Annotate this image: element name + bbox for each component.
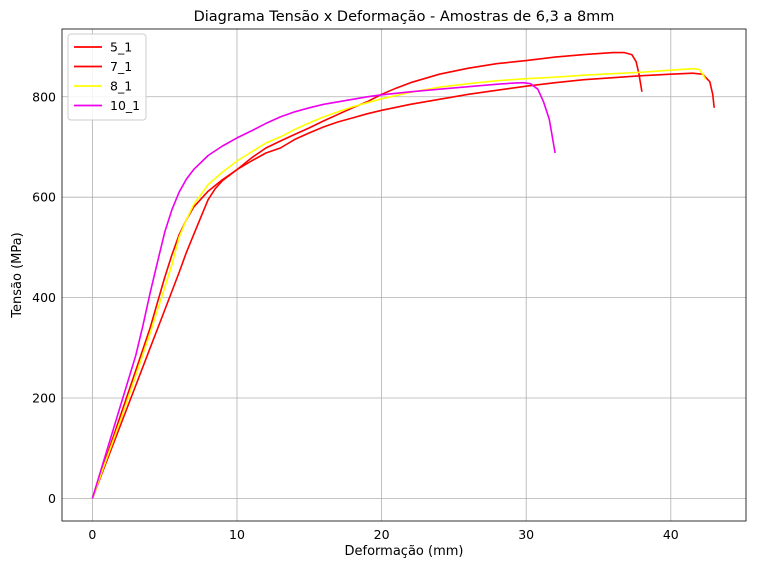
legend-label: 5_1 xyxy=(110,40,132,55)
y-tick-label: 0 xyxy=(48,491,56,506)
y-tick-label: 200 xyxy=(32,391,56,406)
plot-frame xyxy=(61,28,747,522)
series-line-5_1 xyxy=(91,72,715,499)
legend-label: 10_1 xyxy=(110,98,140,113)
legend: 5_1 7_1 8_1 10_1 xyxy=(67,33,147,121)
legend-label: 8_1 xyxy=(110,79,132,94)
y-tick-label: 600 xyxy=(32,190,56,205)
legend-label: 7_1 xyxy=(110,59,132,74)
grid-lines xyxy=(62,29,746,521)
x-tick-label: 0 xyxy=(88,527,96,542)
y-axis-label: Tensão (MPa) xyxy=(10,232,25,318)
x-tick-label: 40 xyxy=(663,527,679,542)
x-axis-label: Deformação (mm) xyxy=(345,544,464,559)
x-tick-label: 30 xyxy=(518,527,534,542)
series-group xyxy=(91,51,715,499)
y-tick-label: 400 xyxy=(32,290,56,305)
chart-title: Diagrama Tensão x Deformação - Amostras … xyxy=(194,9,615,25)
series-line-7_1 xyxy=(91,51,643,499)
x-tick-label: 10 xyxy=(229,527,245,542)
y-tick-label: 800 xyxy=(32,89,56,104)
x-tick-label: 20 xyxy=(374,527,390,542)
series-line-8_1 xyxy=(91,67,707,499)
series-line-10_1 xyxy=(91,81,556,499)
legend-box xyxy=(67,33,147,121)
